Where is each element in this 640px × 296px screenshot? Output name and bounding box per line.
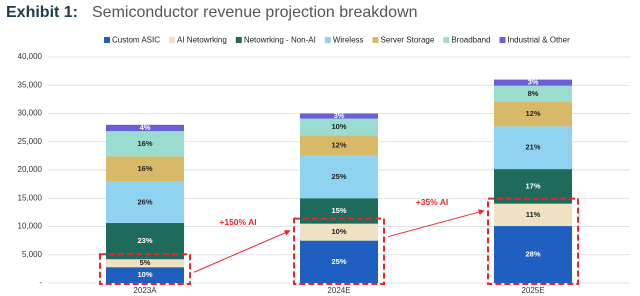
y-tick-label: -	[39, 278, 42, 287]
annotation: +35% AI	[416, 197, 449, 207]
data-label: 25%	[331, 257, 346, 266]
annotation-arrow	[387, 209, 485, 238]
bar-segment	[494, 79, 572, 86]
bar-segment	[300, 155, 378, 199]
chart-title: Exhibit 1:	[6, 4, 78, 21]
bar-segment	[106, 156, 184, 182]
legend-label: Wireless	[333, 36, 364, 45]
highlight-box	[293, 217, 385, 285]
legend-swatch	[235, 37, 242, 43]
data-label: 3%	[528, 78, 539, 87]
bar-segment	[494, 226, 572, 283]
bar-segment	[106, 259, 184, 268]
legend-label: Server Storage	[381, 36, 435, 45]
y-tick-label: 25,000	[18, 137, 43, 146]
bar-segment	[300, 113, 378, 119]
bar-segment	[300, 135, 378, 156]
data-label: 21%	[525, 143, 540, 152]
x-tick-label: 2024E	[327, 286, 350, 295]
data-label: 15%	[331, 206, 346, 215]
legend-label: AI Netowrking	[177, 36, 227, 45]
legend-label: Broadband	[451, 36, 490, 45]
bar-segment	[106, 222, 184, 260]
legend-swatch	[324, 37, 331, 43]
data-label: 17%	[525, 181, 540, 190]
data-label: 10%	[137, 270, 152, 279]
bar-segment	[494, 203, 572, 227]
x-tick-label: 2023A	[133, 286, 157, 295]
data-label: 28%	[525, 250, 540, 259]
highlight-box	[487, 197, 579, 285]
bar-segment	[494, 126, 572, 170]
annotation: +150% AI	[219, 217, 256, 227]
data-label: 23%	[137, 236, 152, 245]
bar-segment	[300, 118, 378, 136]
bar-segment	[494, 101, 572, 127]
y-tick-label: 35,000	[18, 80, 43, 89]
data-label: 10%	[331, 122, 346, 131]
y-tick-label: 20,000	[18, 165, 43, 174]
bar-segment	[300, 223, 378, 241]
chart-subtitle: Semiconductor revenue projection breakdo…	[92, 4, 418, 21]
data-label: 26%	[137, 197, 152, 206]
legend-label: Industrial & Other	[507, 36, 570, 45]
data-label: 5%	[140, 258, 151, 267]
bar-segment	[106, 181, 184, 223]
data-label: 11%	[526, 210, 541, 219]
highlight-box	[99, 253, 191, 286]
legend-swatch	[169, 37, 176, 43]
y-tick-label: 40,000	[18, 52, 43, 61]
legend-label: Custom ASIC	[112, 36, 160, 45]
y-tick-label: 10,000	[18, 222, 43, 231]
y-tick-label: 15,000	[18, 193, 43, 202]
data-label: 25%	[331, 172, 346, 181]
data-label: 12%	[331, 141, 346, 150]
bar-segment	[300, 240, 378, 283]
data-label: 8%	[528, 89, 539, 98]
legend-label: Netowrking - Non-AI	[244, 36, 316, 45]
annotation-arrow	[193, 230, 291, 273]
bar-segment	[106, 131, 184, 157]
bar-segment	[106, 267, 184, 283]
legend-swatch	[104, 37, 110, 43]
bar-segment	[106, 124, 184, 132]
data-label: 10%	[331, 227, 346, 236]
y-tick-label: 5,000	[22, 250, 43, 259]
legend-swatch	[443, 37, 450, 43]
x-tick-label: 2025E	[521, 286, 544, 295]
data-label: 4%	[140, 123, 151, 132]
data-label: 3%	[334, 111, 345, 120]
data-label: 16%	[137, 164, 152, 173]
legend-swatch	[372, 37, 379, 43]
data-label: 12%	[525, 109, 540, 118]
legend-swatch	[499, 37, 506, 43]
data-label: 16%	[137, 139, 152, 148]
y-tick-label: 30,000	[18, 109, 43, 118]
bar-segment	[494, 85, 572, 102]
